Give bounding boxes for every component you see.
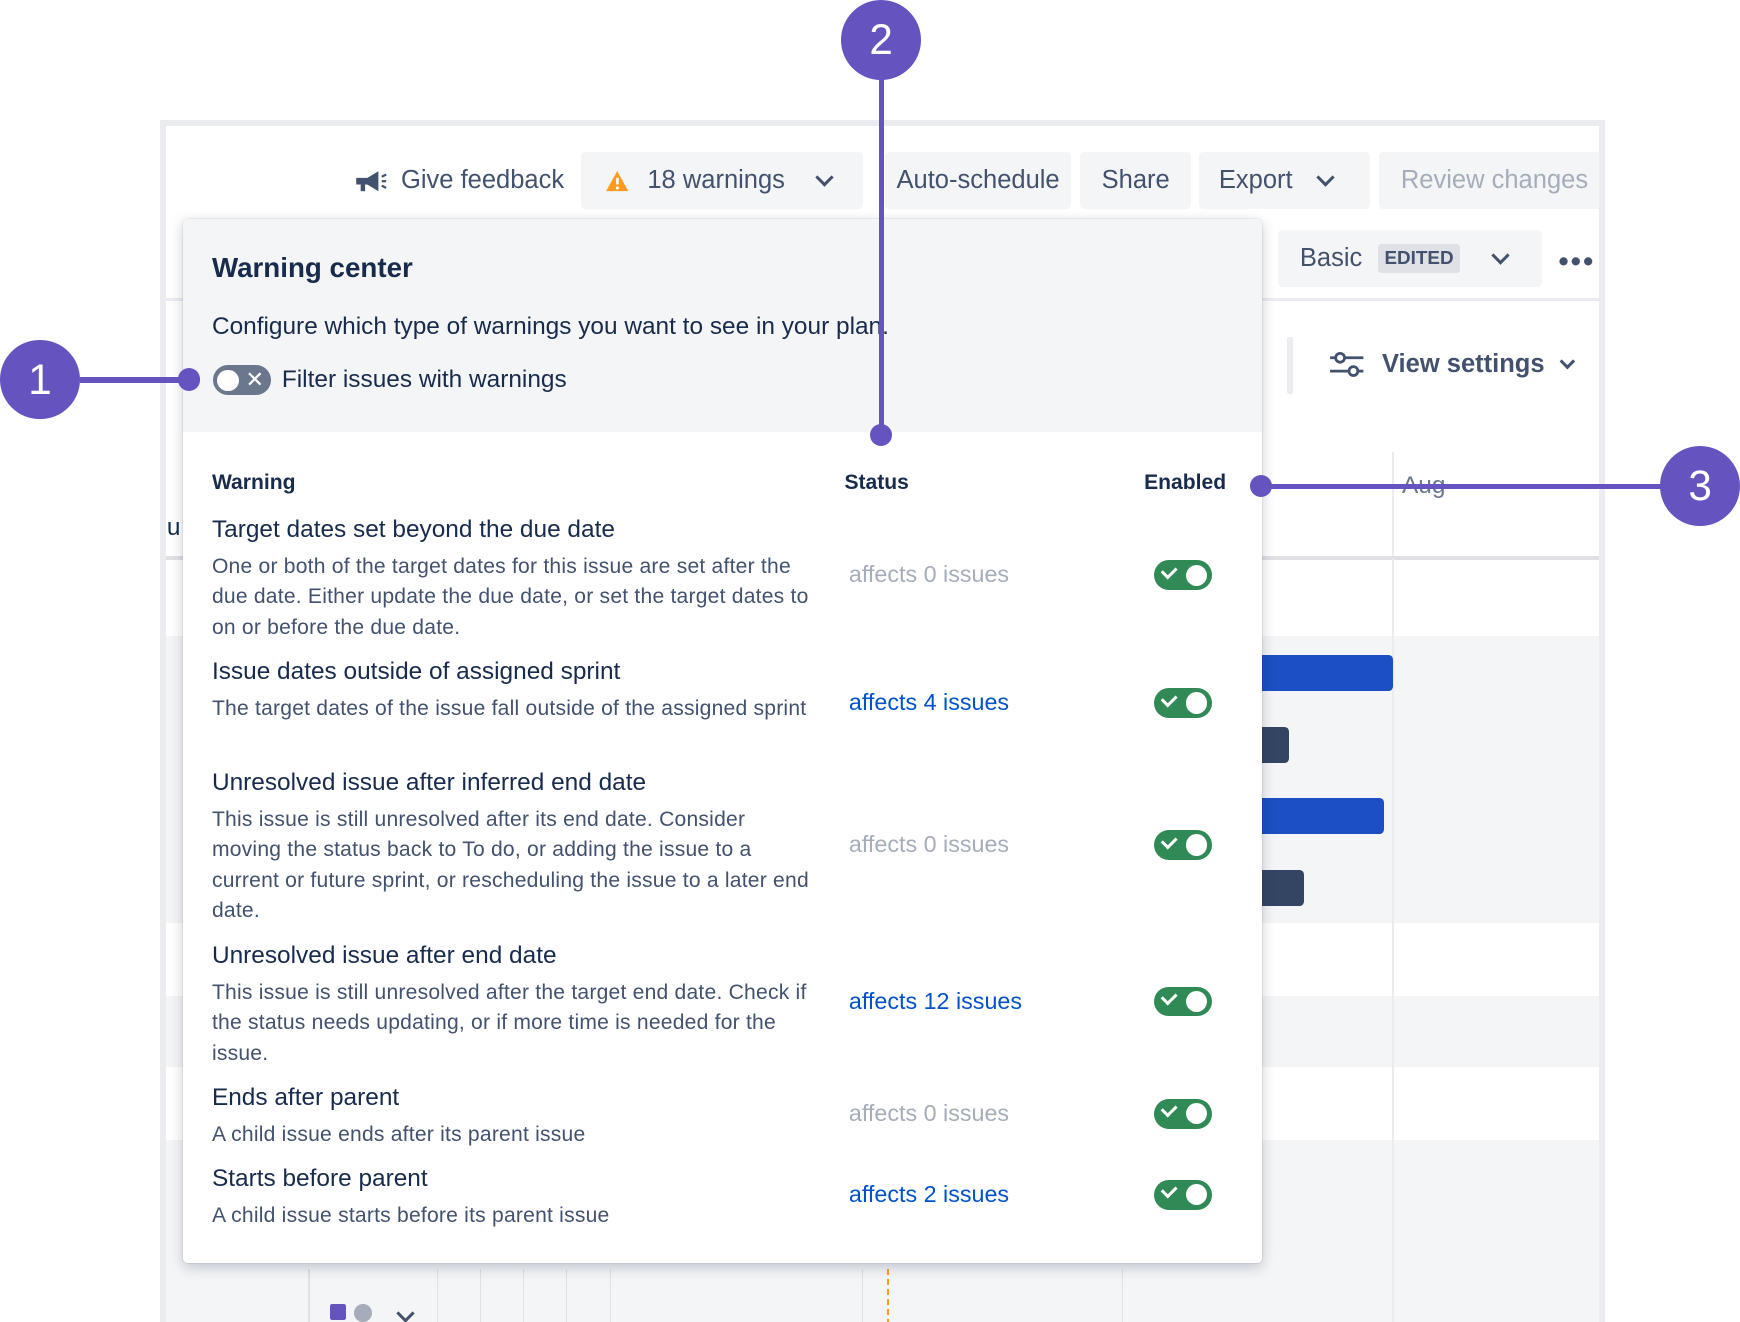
megaphone-icon: [356, 170, 388, 191]
warning-description: The target dates of the issue fall outsi…: [211, 696, 807, 720]
today-marker: [887, 1268, 889, 1322]
status-icon: [354, 1304, 373, 1322]
warning-status-link[interactable]: affects 4 issues: [848, 689, 1010, 716]
warning-status: affects 0 issues: [848, 1099, 1010, 1126]
warning-status: affects 0 issues: [848, 831, 1010, 858]
auto-schedule-label: Auto-schedule: [896, 166, 1060, 195]
review-changes-label: Review changes: [1400, 166, 1589, 195]
view-name-label: Basic: [1299, 243, 1363, 272]
toggle-knob: [217, 369, 239, 391]
warning-enabled-toggle[interactable]: [1154, 1179, 1212, 1210]
check-icon: [1160, 562, 1178, 580]
warning-status: affects 0 issues: [848, 561, 1010, 588]
check-icon: [1160, 1100, 1178, 1118]
warning-enabled-toggle[interactable]: [1154, 830, 1212, 860]
check-icon: [1160, 832, 1178, 849]
month-divider: [1391, 452, 1395, 559]
warning-title: Unresolved issue after end date: [211, 942, 557, 970]
grid-line: [566, 1268, 568, 1322]
toggle-knob: [1186, 692, 1208, 714]
view-settings-button[interactable]: View settings: [1329, 350, 1576, 379]
toggle-knob: [1186, 834, 1208, 856]
share-button[interactable]: Share: [1080, 152, 1192, 210]
warning-description: One or both of the target dates for this…: [211, 554, 809, 639]
warning-description: A child issue starts before its parent i…: [211, 1203, 610, 1227]
warning-description: A child issue ends after its parent issu…: [211, 1122, 586, 1146]
chevron-down-icon: [1316, 168, 1335, 187]
warning-triangle-icon: [606, 170, 629, 191]
callout-3-badge: 3: [1660, 446, 1740, 526]
warnings-count-label: 18 warnings: [647, 166, 785, 195]
export-dropdown-button[interactable]: Export: [1198, 152, 1370, 210]
callout-2-badge: 2: [841, 0, 922, 80]
view-edited-badge: EDITED: [1377, 244, 1461, 273]
callout-1-line: [79, 377, 182, 383]
grid-line: [307, 1268, 311, 1322]
warning-description: This issue is still unresolved after the…: [211, 980, 807, 1065]
warning-enabled-toggle[interactable]: [1154, 1098, 1212, 1129]
callout-3-line: [1260, 483, 1663, 490]
warning-title: Issue dates outside of assigned sprint: [211, 658, 621, 686]
warning-title: Unresolved issue after inferred end date: [211, 769, 647, 797]
warning-status-link[interactable]: affects 2 issues: [848, 1180, 1010, 1207]
search-field-edge: [1286, 336, 1294, 395]
warnings-dropdown-button[interactable]: 18 warnings: [580, 152, 863, 210]
toggle-knob: [1186, 990, 1208, 1013]
callout-2-line: [878, 77, 885, 435]
review-changes-button[interactable]: Review changes: [1378, 152, 1599, 210]
auto-schedule-button[interactable]: Auto-schedule: [884, 152, 1072, 210]
issue-type-icon: [330, 1304, 346, 1320]
filter-warnings-label: Filter issues with warnings: [281, 366, 567, 394]
column-header-status: Status: [844, 470, 909, 494]
warning-center-header: [183, 218, 1262, 432]
view-selector-dropdown[interactable]: Basic EDITED: [1277, 230, 1542, 287]
chevron-down-icon: [815, 168, 834, 187]
callout-1-dot: [177, 368, 200, 391]
close-icon: ✕: [245, 367, 265, 393]
export-label: Export: [1218, 166, 1293, 195]
warning-title: Ends after parent: [211, 1084, 400, 1112]
warning-center-panel: Warning center Configure which type of w…: [183, 218, 1262, 1263]
warning-center-description: Configure which type of warnings you wan…: [211, 312, 889, 340]
column-header-warning: Warning: [211, 470, 296, 494]
grid-line: [479, 1268, 481, 1322]
warning-description: This issue is still unresolved after its…: [211, 807, 809, 923]
month-divider: [1391, 558, 1395, 1322]
toggle-knob: [1186, 1184, 1208, 1206]
toggle-knob: [1186, 564, 1208, 586]
chevron-down-icon: [1560, 353, 1576, 369]
check-icon: [1160, 1181, 1178, 1199]
check-icon: [1160, 988, 1178, 1006]
chevron-down-icon: [1490, 245, 1510, 265]
callout-2-dot: [870, 423, 893, 447]
timeline-left-fragment: Ju: [166, 514, 181, 542]
sliders-icon: [1329, 352, 1364, 377]
more-actions-icon[interactable]: •••: [1558, 245, 1596, 278]
warning-title: Starts before parent: [211, 1165, 428, 1193]
toggle-knob: [1186, 1103, 1208, 1125]
column-header-enabled: Enabled: [1144, 470, 1227, 494]
warning-enabled-toggle[interactable]: [1154, 560, 1212, 591]
warning-status-link[interactable]: affects 12 issues: [848, 987, 1023, 1014]
warning-enabled-toggle[interactable]: [1154, 986, 1212, 1017]
warning-center-title: Warning center: [211, 251, 413, 283]
give-feedback-button[interactable]: Give feedback: [343, 152, 575, 209]
share-label: Share: [1101, 166, 1170, 195]
grid-line: [861, 1268, 863, 1322]
warning-title: Target dates set beyond the due date: [211, 516, 615, 543]
give-feedback-label: Give feedback: [401, 166, 565, 195]
filter-warnings-toggle[interactable]: ✕: [213, 365, 271, 396]
warning-enabled-toggle[interactable]: [1154, 688, 1212, 718]
check-icon: [1160, 689, 1178, 707]
callout-1-badge: 1: [0, 339, 80, 420]
grid-line: [523, 1268, 525, 1322]
view-settings-label: View settings: [1381, 350, 1545, 378]
grid-line: [609, 1268, 611, 1322]
callout-3-dot: [1249, 474, 1272, 498]
grid-line: [436, 1268, 438, 1322]
grid-line: [1122, 1268, 1124, 1322]
